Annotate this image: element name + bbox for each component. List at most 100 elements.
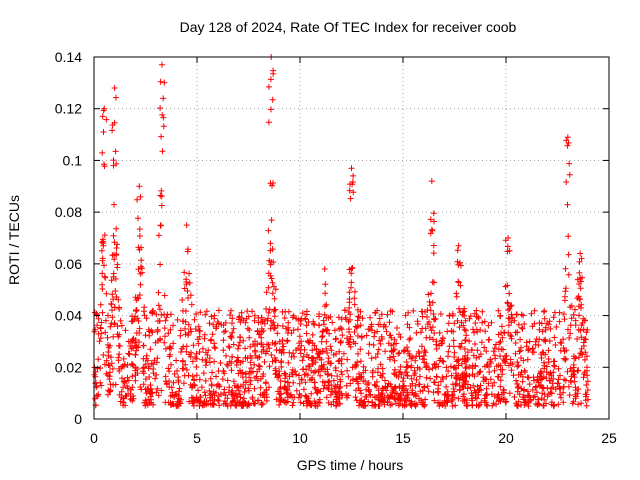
data-point [193, 355, 200, 362]
data-point [161, 325, 168, 332]
data-point [96, 338, 103, 345]
data-point [481, 395, 488, 402]
data-point [404, 363, 411, 370]
data-point [568, 373, 575, 380]
data-point [458, 360, 465, 367]
data-point [584, 326, 591, 333]
data-point [415, 348, 422, 355]
data-point [495, 346, 502, 353]
data-point [494, 394, 500, 401]
data-point [367, 314, 374, 321]
data-point [117, 398, 124, 405]
peak-point [269, 96, 276, 103]
data-point [296, 333, 303, 340]
data-point [266, 363, 273, 370]
data-point [328, 401, 335, 408]
data-point [118, 322, 125, 329]
data-point [578, 400, 585, 407]
data-point [271, 306, 278, 313]
data-point [95, 356, 102, 363]
data-point [429, 365, 436, 372]
data-point [473, 389, 480, 396]
data-point [584, 387, 591, 393]
data-point [249, 308, 256, 315]
data-point [328, 382, 335, 388]
data-point [281, 385, 288, 392]
data-point [495, 307, 502, 314]
data-point [110, 381, 117, 388]
data-point [170, 322, 176, 329]
peak-max-point [428, 178, 435, 185]
data-point [464, 356, 471, 363]
data-point [485, 322, 492, 329]
data-point [474, 347, 481, 354]
data-point [442, 403, 449, 409]
data-point [545, 321, 552, 328]
data-point [308, 390, 315, 397]
data-point [110, 296, 117, 303]
data-point [316, 313, 322, 320]
data-point [435, 399, 442, 406]
data-point [444, 397, 451, 404]
peak-point [113, 160, 120, 167]
data-point [531, 377, 537, 384]
data-point [384, 399, 391, 406]
data-point [119, 375, 125, 382]
data-point [475, 403, 482, 409]
data-point [313, 346, 320, 353]
data-point [357, 346, 364, 353]
data-point [534, 376, 541, 383]
data-point [211, 358, 218, 365]
data-point [161, 339, 168, 346]
data-point [323, 394, 330, 401]
data-point [333, 350, 339, 357]
data-point [125, 377, 132, 384]
data-point [582, 336, 589, 343]
data-point [282, 372, 289, 378]
data-point [423, 374, 430, 381]
data-point [147, 346, 154, 353]
data-point [236, 339, 243, 346]
data-point [377, 321, 384, 328]
data-point [512, 350, 519, 357]
data-point [524, 356, 531, 363]
data-point [312, 400, 319, 407]
data-point [229, 329, 236, 336]
data-point [142, 376, 149, 382]
data-point [129, 313, 136, 320]
data-point [312, 368, 319, 375]
data-point [557, 372, 563, 379]
data-point [357, 308, 364, 315]
data-point [118, 388, 125, 395]
data-point [363, 386, 370, 393]
data-point [499, 334, 506, 341]
data-point [238, 370, 244, 377]
data-point [436, 329, 443, 336]
data-point [240, 317, 247, 324]
peak-point [506, 305, 513, 312]
data-point [547, 325, 554, 332]
data-point [513, 377, 519, 384]
data-point [404, 372, 411, 379]
data-point [450, 343, 457, 350]
data-point [303, 308, 310, 315]
data-point [432, 379, 438, 386]
y-axis-label: ROTI / TECUs [6, 195, 22, 285]
data-point [565, 251, 572, 258]
axis-ticks [93, 56, 610, 420]
data-point [485, 380, 492, 387]
data-point [261, 359, 268, 365]
y-tick-label: 0.08 [55, 204, 82, 220]
data-point [167, 326, 174, 333]
data-point [229, 353, 236, 360]
data-point [228, 307, 234, 314]
data-point [98, 319, 105, 326]
data-point [358, 334, 365, 341]
data-point [216, 402, 223, 409]
data-point [254, 368, 261, 375]
data-point [575, 326, 582, 333]
data-point [162, 378, 169, 385]
data-point [230, 378, 237, 385]
data-point [115, 354, 122, 361]
data-point [547, 389, 554, 396]
